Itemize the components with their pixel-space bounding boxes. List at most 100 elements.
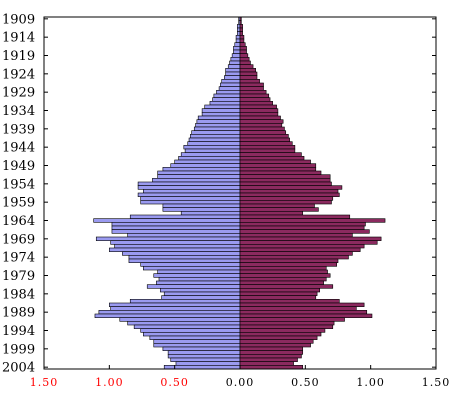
bar-right-1961 <box>239 207 319 212</box>
bar-right-1934 <box>239 108 279 113</box>
bar-left-1982 <box>146 284 241 289</box>
y-tick-label-1969: 1969 <box>2 232 35 247</box>
bar-left-1938 <box>195 123 241 128</box>
bar-left-1941 <box>190 134 241 139</box>
bar-right-1966 <box>239 225 365 230</box>
bar-right-1954 <box>239 181 332 186</box>
bar-left-1934 <box>201 108 241 113</box>
bar-right-1923 <box>239 68 256 73</box>
bar-left-1992 <box>127 321 241 326</box>
y-tick-label-1944: 1944 <box>2 141 35 156</box>
bar-right-1921 <box>239 60 251 65</box>
bar-left-1962 <box>180 211 241 216</box>
bar-left-1997 <box>153 339 241 344</box>
bar-right-1932 <box>239 101 273 106</box>
bar-right-1998 <box>239 343 311 348</box>
bar-left-1950 <box>162 167 241 172</box>
bar-left-1993 <box>133 324 241 329</box>
bar-left-1986 <box>129 299 241 304</box>
bar-right-1973 <box>239 251 353 256</box>
bar-right-1913 <box>239 31 243 36</box>
bar-left-1969 <box>95 236 241 241</box>
bar-right-1970 <box>239 240 378 245</box>
x-tick-label-3: 0.00 <box>226 376 255 389</box>
bar-right-1949 <box>239 163 317 168</box>
y-tick-label-1979: 1979 <box>2 269 35 284</box>
y-tick-label-1999: 1999 <box>2 342 35 357</box>
bar-left-1911 <box>237 24 241 29</box>
bar-right-1976 <box>239 262 337 267</box>
bar-right-1979 <box>239 273 331 278</box>
bar-left-1923 <box>225 68 241 73</box>
bar-right-1981 <box>239 280 324 285</box>
bar-left-2003 <box>175 361 241 366</box>
bar-right-1962 <box>239 211 304 216</box>
bar-left-1979 <box>153 273 241 278</box>
bar-left-1977 <box>143 266 241 271</box>
bar-left-1955 <box>137 185 241 190</box>
bar-right-1960 <box>239 203 315 208</box>
bar-left-1924 <box>225 71 241 76</box>
bar-left-1965 <box>111 222 241 227</box>
bar-right-1991 <box>239 317 345 322</box>
bar-right-1911 <box>239 24 243 29</box>
bar-left-1922 <box>227 64 241 69</box>
bar-left-1940 <box>191 130 241 135</box>
bar-right-1948 <box>239 159 311 164</box>
bar-left-1952 <box>157 174 241 179</box>
bar-right-1929 <box>239 90 267 95</box>
bar-right-1965 <box>239 222 366 227</box>
bar-left-1948 <box>174 159 241 164</box>
bar-right-1958 <box>239 196 334 201</box>
bar-right-1916 <box>239 42 246 47</box>
bar-right-1968 <box>239 233 353 238</box>
x-tick-label-1: 1.00 <box>95 376 124 389</box>
bar-right-1980 <box>239 277 327 282</box>
bar-left-1942 <box>188 137 241 142</box>
bar-left-1931 <box>212 97 241 102</box>
bar-right-2004 <box>239 365 304 370</box>
bar-left-1972 <box>109 247 241 252</box>
bar-left-1989 <box>98 310 241 315</box>
y-tick-label-1954: 1954 <box>2 177 35 192</box>
bar-left-1927 <box>220 82 241 87</box>
bar-right-1993 <box>239 324 334 329</box>
bar-left-1913 <box>237 31 241 36</box>
y-tick-label-1924: 1924 <box>2 67 35 82</box>
bar-right-1943 <box>239 141 293 146</box>
bar-right-1946 <box>239 152 302 157</box>
bar-left-1985 <box>161 295 241 300</box>
bar-right-2003 <box>239 361 294 366</box>
y-tick-label-1919: 1919 <box>2 49 35 64</box>
bar-right-1937 <box>239 119 284 124</box>
y-tick-label-1934: 1934 <box>2 104 35 119</box>
bar-left-1956 <box>143 189 241 194</box>
bar-left-1978 <box>157 269 241 274</box>
bar-right-1944 <box>239 145 296 150</box>
x-tick-label-6: 1.50 <box>422 376 451 389</box>
x-tick-label-2: 0.50 <box>160 376 189 389</box>
bar-right-1936 <box>239 115 281 120</box>
bar-right-1995 <box>239 332 322 337</box>
bar-right-1983 <box>239 288 321 293</box>
bar-left-2000 <box>167 350 241 355</box>
bar-right-1941 <box>239 134 289 139</box>
bar-left-1929 <box>216 90 241 95</box>
bar-right-1951 <box>239 170 322 175</box>
bar-left-1932 <box>209 101 241 106</box>
bar-right-1972 <box>239 247 361 252</box>
bar-left-1951 <box>157 170 241 175</box>
bar-left-1912 <box>237 27 241 32</box>
bar-left-1918 <box>233 49 241 54</box>
bar-left-1928 <box>218 86 241 91</box>
bar-right-1914 <box>239 35 245 40</box>
bar-right-1918 <box>239 49 247 54</box>
bar-right-1922 <box>239 64 254 69</box>
bar-left-1983 <box>159 288 241 293</box>
bar-left-1954 <box>137 181 241 186</box>
bar-right-1975 <box>239 258 339 263</box>
bar-right-1963 <box>239 214 351 219</box>
bar-left-1958 <box>140 196 241 201</box>
bar-left-1991 <box>119 317 241 322</box>
bar-left-1974 <box>128 255 241 260</box>
